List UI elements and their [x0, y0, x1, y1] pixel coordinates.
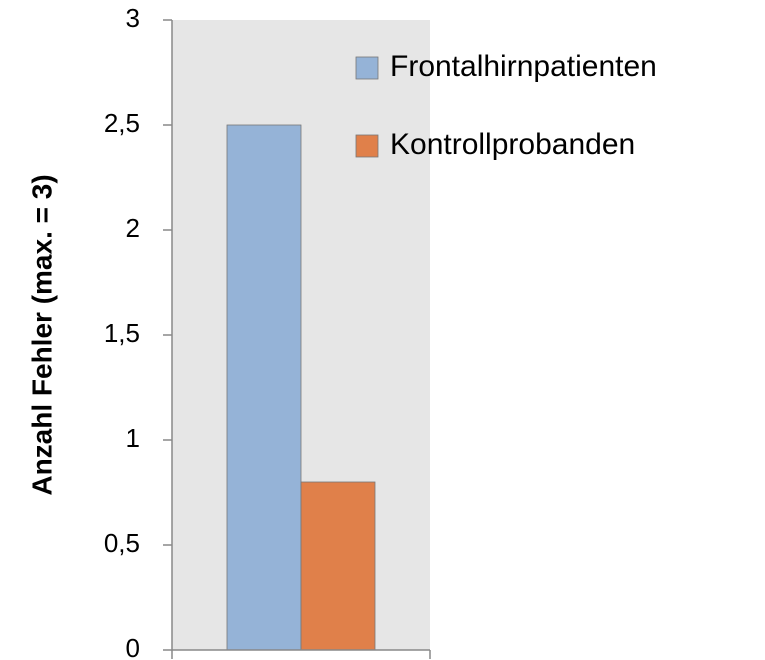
- y-tick-label: 2,5: [104, 108, 140, 138]
- y-tick-label: 1: [126, 423, 140, 453]
- y-tick-label: 2: [126, 213, 140, 243]
- y-tick-label: 0,5: [104, 528, 140, 558]
- legend-label: Frontalhirnpatienten: [390, 50, 657, 83]
- legend-swatch: [355, 56, 379, 80]
- bar: [300, 481, 376, 651]
- y-tick-label: 0: [126, 633, 140, 660]
- y-tick-label: 3: [126, 3, 140, 33]
- y-axis-title: Anzahl Fehler (max. = 3): [26, 174, 57, 495]
- y-tick-label: 1,5: [104, 318, 140, 348]
- legend-label: Kontrollprobanden: [390, 128, 635, 161]
- bar: [226, 124, 302, 651]
- legend-swatch: [355, 134, 379, 158]
